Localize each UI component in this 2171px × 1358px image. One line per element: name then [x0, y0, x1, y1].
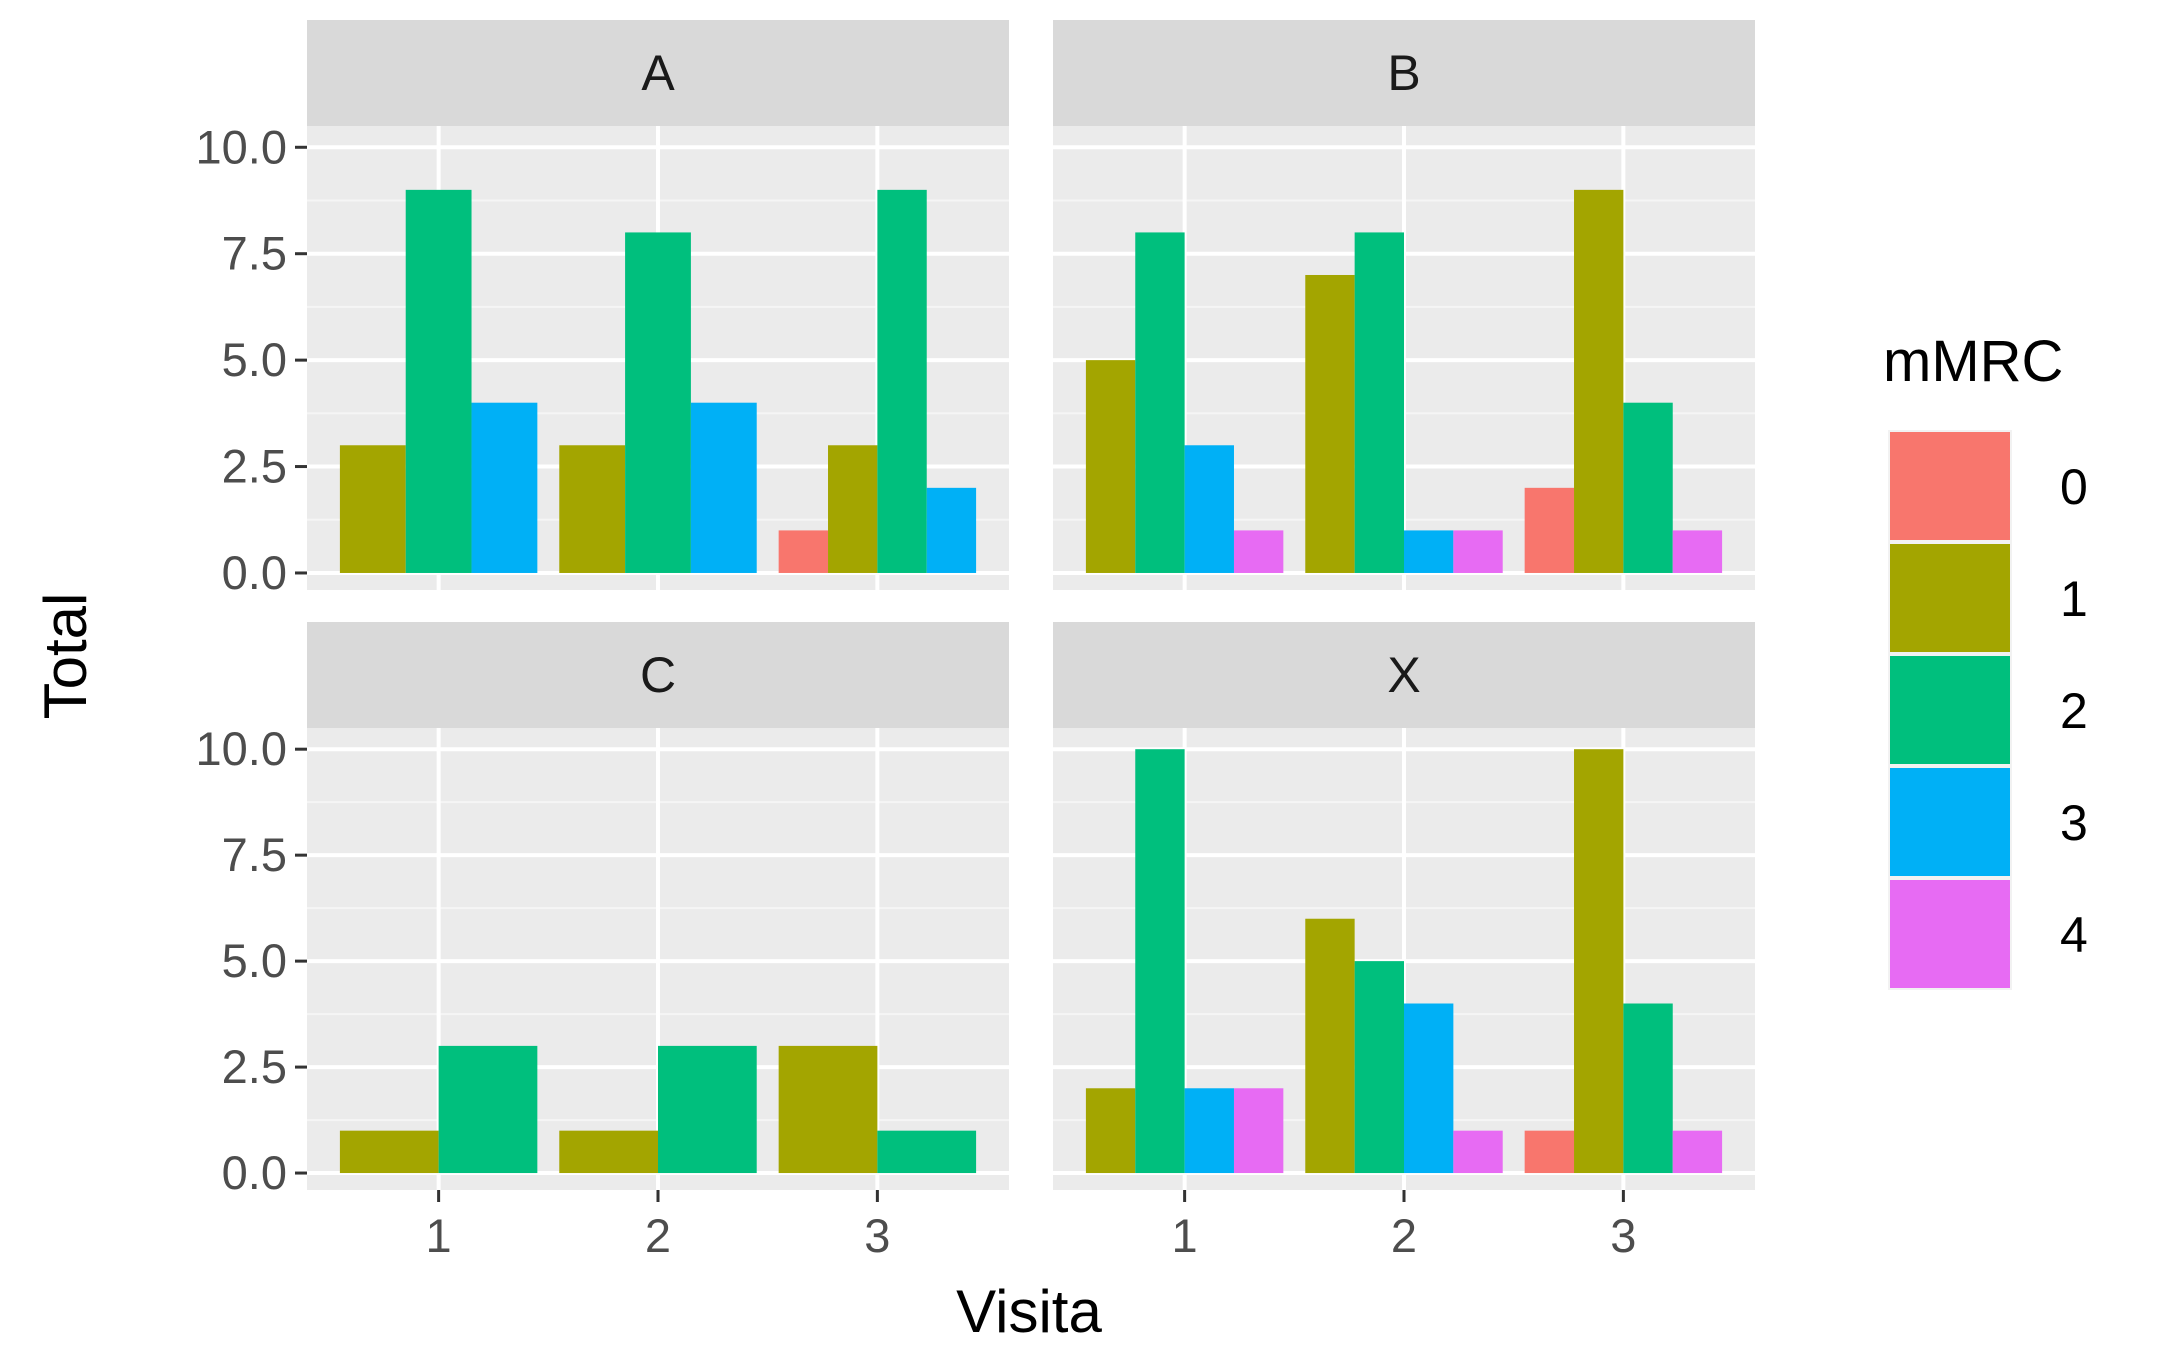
x-tick-label: 1 — [426, 1209, 452, 1262]
bar-B-visita3-mmrc2 — [1623, 402, 1673, 573]
bar-B-visita3-mmrc0 — [1524, 487, 1575, 573]
panel-strip — [307, 622, 1009, 728]
x-tick-label: 2 — [1391, 1209, 1417, 1262]
bar-A-visita3-mmrc0 — [778, 530, 829, 573]
legend-item-4: 4 — [1888, 878, 2088, 990]
bar-B-visita1-mmrc2 — [1135, 232, 1185, 573]
legend-label: 0 — [2060, 459, 2088, 515]
bar-A-visita2-mmrc3 — [690, 402, 757, 573]
bar-B-visita2-mmrc2 — [1354, 232, 1404, 573]
x-tick-label: 1 — [1172, 1209, 1198, 1262]
legend-swatch — [1890, 880, 2010, 988]
y-tick-label: 5.0 — [222, 934, 287, 987]
legend-label: 4 — [2060, 907, 2088, 963]
bar-X-visita2-mmrc1 — [1305, 918, 1355, 1174]
x-axis-title: Visita — [956, 1278, 1102, 1345]
legend-items: 0 1 2 3 4 — [1888, 430, 2088, 990]
panel-C: C — [307, 622, 1009, 1190]
bar-A-visita2-mmrc2 — [625, 232, 691, 573]
legend-item-2: 2 — [1888, 654, 2088, 766]
panel-strip — [307, 20, 1009, 126]
bar-C-visita3-mmrc1 — [778, 1045, 878, 1174]
bar-B-visita1-mmrc1 — [1085, 360, 1136, 573]
bar-C-visita1-mmrc2 — [438, 1045, 538, 1174]
bar-C-visita2-mmrc1 — [559, 1130, 658, 1174]
bar-B-visita1-mmrc3 — [1184, 445, 1234, 573]
legend-item-1: 1 — [1888, 542, 2088, 654]
legend-item-3: 3 — [1888, 766, 2088, 878]
legend-swatch — [1890, 432, 2010, 540]
legend-item-0: 0 — [1888, 430, 2088, 542]
x-tick-label: 3 — [864, 1209, 890, 1262]
bar-B-visita2-mmrc3 — [1404, 530, 1454, 573]
bar-C-visita3-mmrc2 — [877, 1130, 977, 1174]
bar-X-visita3-mmrc0 — [1524, 1130, 1575, 1174]
x-axes: 1 2 3 1 2 3 — [426, 1190, 1636, 1262]
legend-swatch — [1890, 768, 2010, 876]
bar-B-visita3-mmrc4 — [1672, 530, 1723, 573]
y-tick-label: 0.0 — [222, 546, 287, 599]
y-axis-title: Total — [32, 593, 99, 720]
x-tick-label: 2 — [645, 1209, 671, 1262]
y-tick-label: 10.0 — [196, 120, 287, 173]
bar-A-visita1-mmrc3 — [471, 402, 538, 573]
bar-X-visita1-mmrc1 — [1085, 1088, 1136, 1174]
bar-B-visita3-mmrc1 — [1574, 189, 1624, 573]
bar-C-visita1-mmrc1 — [339, 1130, 439, 1174]
bar-C-visita2-mmrc2 — [658, 1045, 757, 1174]
bar-A-visita1-mmrc2 — [405, 189, 472, 573]
y-tick-label: 5.0 — [222, 333, 287, 386]
panel-B: B — [1053, 20, 1755, 590]
bar-B-visita1-mmrc4 — [1233, 530, 1284, 573]
bar-X-visita3-mmrc1 — [1574, 749, 1624, 1174]
bar-B-visita2-mmrc4 — [1453, 530, 1503, 573]
bar-A-visita1-mmrc1 — [339, 445, 406, 573]
legend-label: 3 — [2060, 795, 2088, 851]
legend: mMRC 0 1 2 3 4 — [1883, 329, 2088, 990]
panel-strip-label: A — [641, 45, 675, 101]
legend-title: mMRC — [1883, 329, 2063, 394]
bar-A-visita3-mmrc2 — [877, 189, 927, 573]
legend-label: 2 — [2060, 683, 2088, 739]
bar-B-visita2-mmrc1 — [1305, 274, 1355, 573]
bar-A-visita2-mmrc1 — [559, 445, 626, 573]
y-tick-label: 2.5 — [222, 440, 287, 493]
y-tick-label: 0.0 — [222, 1146, 287, 1199]
legend-label: 1 — [2060, 571, 2088, 627]
panel-A: A — [307, 20, 1009, 590]
bar-X-visita2-mmrc3 — [1404, 1003, 1454, 1174]
panel-strip-label: B — [1387, 45, 1420, 101]
bar-A-visita3-mmrc1 — [828, 445, 878, 573]
panel-strip — [1053, 622, 1755, 728]
bar-X-visita1-mmrc4 — [1233, 1088, 1284, 1174]
legend-swatch — [1890, 656, 2010, 764]
panel-strip-label: X — [1387, 647, 1420, 703]
panels-layer: A B C X — [307, 20, 1755, 1190]
bar-X-visita3-mmrc4 — [1672, 1130, 1723, 1174]
y-axes: 0.0 2.5 5.0 7.5 10.0 0.0 2.5 5.0 7.5 10.0 — [196, 120, 307, 1199]
bar-X-visita1-mmrc3 — [1184, 1088, 1234, 1174]
bar-A-visita3-mmrc3 — [926, 487, 977, 573]
legend-swatch — [1890, 544, 2010, 652]
y-tick-label: 7.5 — [222, 828, 287, 881]
panel-strip — [1053, 20, 1755, 126]
y-tick-label: 7.5 — [222, 227, 287, 280]
x-tick-label: 3 — [1610, 1209, 1636, 1262]
bar-X-visita3-mmrc2 — [1623, 1003, 1673, 1174]
y-tick-label: 10.0 — [196, 722, 287, 775]
bar-X-visita1-mmrc2 — [1135, 749, 1185, 1174]
panel-strip-label: C — [640, 647, 676, 703]
panel-X: X — [1053, 622, 1755, 1190]
y-tick-label: 2.5 — [222, 1040, 287, 1093]
bar-X-visita2-mmrc4 — [1453, 1130, 1503, 1174]
bar-X-visita2-mmrc2 — [1354, 961, 1404, 1174]
